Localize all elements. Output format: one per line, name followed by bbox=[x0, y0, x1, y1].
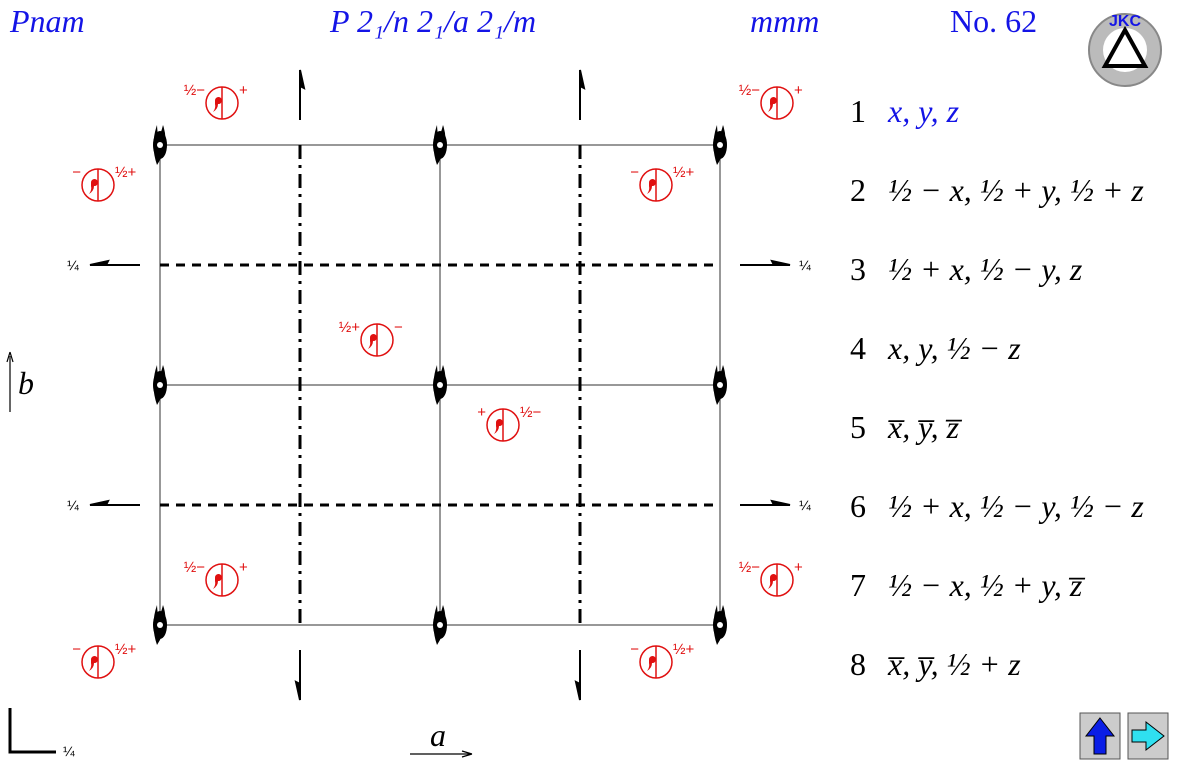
symbol-comma bbox=[768, 574, 777, 589]
point-group: mmm bbox=[750, 3, 819, 39]
symbol-label-right: ½− bbox=[520, 404, 542, 421]
screw-axis-center bbox=[437, 622, 443, 628]
symbol-comma bbox=[89, 656, 98, 671]
origin-height: ¼ bbox=[63, 743, 75, 759]
position-number: 2 bbox=[850, 172, 866, 208]
screw-axes bbox=[89, 69, 791, 701]
position-symbol: − ½+ bbox=[72, 641, 137, 679]
position-number: 3 bbox=[850, 251, 866, 287]
position-number: 7 bbox=[850, 567, 866, 603]
position-symbol: ½− + bbox=[739, 82, 803, 120]
height-label: ¼ bbox=[799, 257, 811, 273]
symbol-comma bbox=[647, 179, 656, 194]
screw-axis-center bbox=[717, 382, 723, 388]
screw-axis-center bbox=[437, 382, 443, 388]
screw-axis-center bbox=[157, 622, 163, 628]
position-symbol: ½− + bbox=[739, 559, 803, 597]
symbol-label-right: + bbox=[794, 559, 803, 576]
screw-axis-center bbox=[717, 142, 723, 148]
height-label: ¼ bbox=[67, 497, 79, 513]
position-symbol: + ½− bbox=[477, 404, 542, 442]
symbol-comma bbox=[494, 419, 503, 434]
symbol-label-right: + bbox=[239, 559, 248, 576]
screw-axis-center bbox=[157, 142, 163, 148]
glide-planes bbox=[160, 145, 720, 625]
position-coordinates: x, y, ½ − z bbox=[887, 330, 1021, 366]
symbol-label-left: ½− bbox=[184, 82, 206, 99]
position-symbol: − ½+ bbox=[72, 164, 137, 202]
position-coordinates: ½ + x, ½ − y, ½ − z bbox=[888, 488, 1144, 524]
symbol-comma bbox=[768, 97, 777, 112]
axes bbox=[6, 351, 473, 758]
height-label: ¼ bbox=[67, 257, 79, 273]
position-symbol: ½+ − bbox=[339, 319, 403, 357]
full-symbol: P 2₁/n 2₁/a 2₁/m bbox=[329, 3, 536, 39]
screw-axis-center bbox=[717, 622, 723, 628]
symbol-label-right: ½+ bbox=[673, 164, 695, 181]
position-coordinates: ½ + x, ½ − y, z bbox=[888, 251, 1083, 287]
group-number: No. 62 bbox=[950, 3, 1037, 39]
position-symbol: − ½+ bbox=[630, 164, 695, 202]
position-coordinates: ½ − x, ½ + y, ½ + z bbox=[888, 172, 1144, 208]
next-button[interactable] bbox=[1127, 712, 1169, 760]
symbol-label-right: ½+ bbox=[115, 164, 137, 181]
logo: JKC bbox=[1088, 13, 1162, 87]
symbol-label-left: + bbox=[477, 404, 486, 421]
height-label: ¼ bbox=[799, 497, 811, 513]
symbol-label-right: ½+ bbox=[115, 641, 137, 658]
logo-text: JKC bbox=[1109, 13, 1141, 30]
position-symbol: ½− + bbox=[184, 82, 248, 120]
symbol-label-right: − bbox=[394, 319, 403, 336]
symbol-comma bbox=[368, 334, 377, 349]
position-number: 8 bbox=[850, 646, 866, 682]
position-number: 4 bbox=[850, 330, 866, 366]
position-number: 5 bbox=[850, 409, 866, 445]
symbol-label-right: + bbox=[794, 82, 803, 99]
position-coordinates: x̅, y̅, ½ + z bbox=[887, 646, 1021, 682]
position-number: 1 bbox=[850, 93, 866, 129]
symbol-comma bbox=[647, 656, 656, 671]
axis-a-label: a bbox=[430, 717, 446, 753]
up-button[interactable] bbox=[1079, 712, 1121, 760]
symbol-label-left: ½− bbox=[739, 82, 761, 99]
symbol-label-left: ½− bbox=[184, 559, 206, 576]
position-symbols: ½− + ½− + − ½+ − ½+ ½+ − + ½− ½− + ½− + − ½+ − ½+ bbox=[72, 82, 803, 679]
screw-axis-center bbox=[157, 382, 163, 388]
symbol-comma bbox=[213, 97, 222, 112]
hm-symbol: Pnam bbox=[9, 3, 85, 39]
twofold-screw-z bbox=[153, 125, 727, 645]
symbol-label-left: − bbox=[630, 164, 639, 181]
screw-axis-center bbox=[437, 142, 443, 148]
position-coordinates: x, y, z bbox=[887, 93, 960, 129]
position-symbol: ½− + bbox=[184, 559, 248, 597]
symbol-label-right: + bbox=[239, 82, 248, 99]
symbol-label-left: − bbox=[72, 641, 81, 658]
position-coordinates: ½ − x, ½ + y, z̅ bbox=[888, 567, 1085, 603]
symbol-label-left: − bbox=[630, 641, 639, 658]
navigation bbox=[1079, 712, 1169, 760]
symbol-label-left: ½− bbox=[739, 559, 761, 576]
position-coordinates: x̅, y̅, z̅ bbox=[887, 409, 962, 445]
symbol-comma bbox=[89, 179, 98, 194]
symbol-label-left: − bbox=[72, 164, 81, 181]
position-number: 6 bbox=[850, 488, 866, 524]
symbol-comma bbox=[213, 574, 222, 589]
position-symbol: − ½+ bbox=[630, 641, 695, 679]
symbol-label-right: ½+ bbox=[673, 641, 695, 658]
symbol-label-left: ½+ bbox=[339, 319, 361, 336]
axis-b-label: b bbox=[18, 365, 34, 401]
